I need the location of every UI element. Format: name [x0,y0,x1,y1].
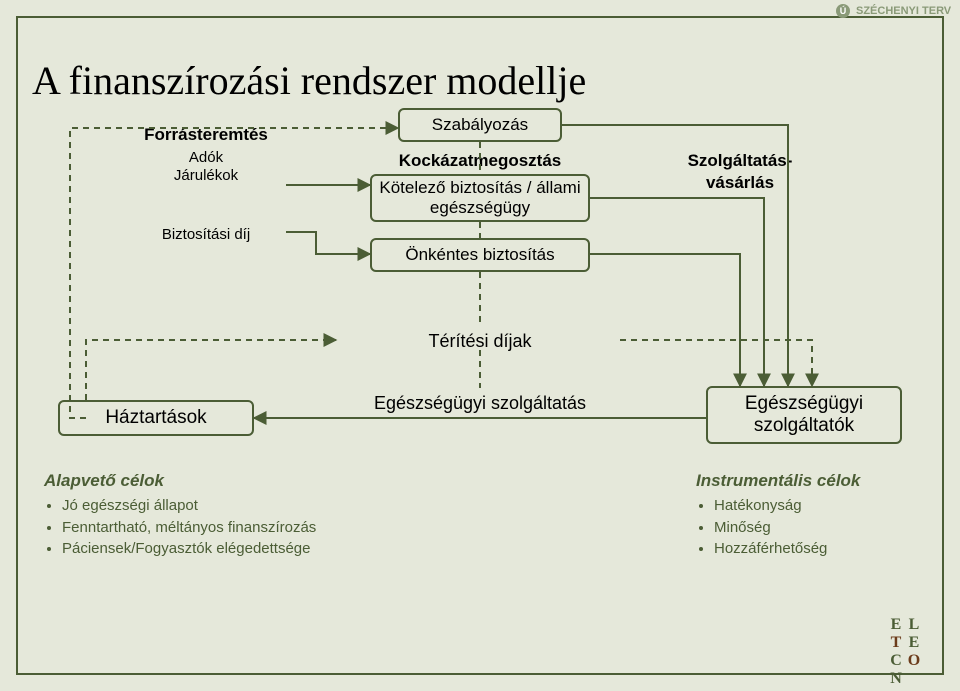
goals-right-list: HatékonyságMinőségHozzáférhetőség [696,496,936,559]
label-forrasteremtes: Forrásteremtés [126,124,286,146]
goals-right: Instrumentális célok HatékonyságMinőségH… [696,470,936,561]
logo-letter: T [888,634,904,652]
label-szolgvas: Szolgáltatás-vásárlás [660,150,820,194]
logo-letter: L [906,616,922,634]
box-szolgaltatok: Egészségügyi szolgáltatók [706,386,902,444]
slide-title: A finanszírozási rendszer modellje [32,57,586,104]
label-egszolg: Egészségügyi szolgáltatás [320,392,640,415]
list-item: Hatékonyság [714,496,936,516]
label-kockazat: Kockázatmegosztás [340,150,620,172]
logo-letter: E [888,616,904,634]
goals-left-list: Jó egészségi állapotFenntartható, méltán… [44,496,444,559]
logo-letter: O [906,652,922,670]
label-teritesi: Térítési díjak [340,330,620,353]
list-item: Páciensek/Fogyasztók elégedettsége [62,539,444,559]
logo-letter: E [906,634,922,652]
logo-letter: C [888,652,904,670]
bottom-logo: ELTECON [888,616,922,688]
goals-right-heading: Instrumentális célok [696,470,936,492]
goals-left: Alapvető célok Jó egészségi állapotFennt… [44,470,444,561]
list-item: Jó egészségi állapot [62,496,444,516]
box-haztartasok: Háztartások [58,400,254,436]
box-szolgaltatok-label: Egészségügyi szolgáltatók [714,393,894,437]
box-onkentes-label: Önkéntes biztosítás [405,245,554,265]
list-item: Hozzáférhetőség [714,539,936,559]
logo-letter: N [888,670,904,688]
top-logo-text: SZÉCHENYI TERV [856,5,951,17]
box-szabalyozas: Szabályozás [398,108,562,142]
top-logo: Ú SZÉCHENYI TERV [836,4,951,18]
box-szabalyozas-label: Szabályozás [432,115,528,135]
box-kotelezo-label: Kötelező biztosítás / állami egészségügy [378,178,582,217]
label-biztdij: Biztosítási díj [126,225,286,245]
box-kotelezo: Kötelező biztosítás / állami egészségügy [370,174,590,222]
list-item: Minőség [714,518,936,538]
goals-left-heading: Alapvető célok [44,470,444,492]
top-logo-dot: Ú [836,4,850,18]
box-onkentes: Önkéntes biztosítás [370,238,590,272]
label-adok: Adók [126,148,286,168]
box-haztartasok-label: Háztartások [105,407,206,429]
label-jarulekok: Járulékok [126,166,286,186]
list-item: Fenntartható, méltányos finanszírozás [62,518,444,538]
